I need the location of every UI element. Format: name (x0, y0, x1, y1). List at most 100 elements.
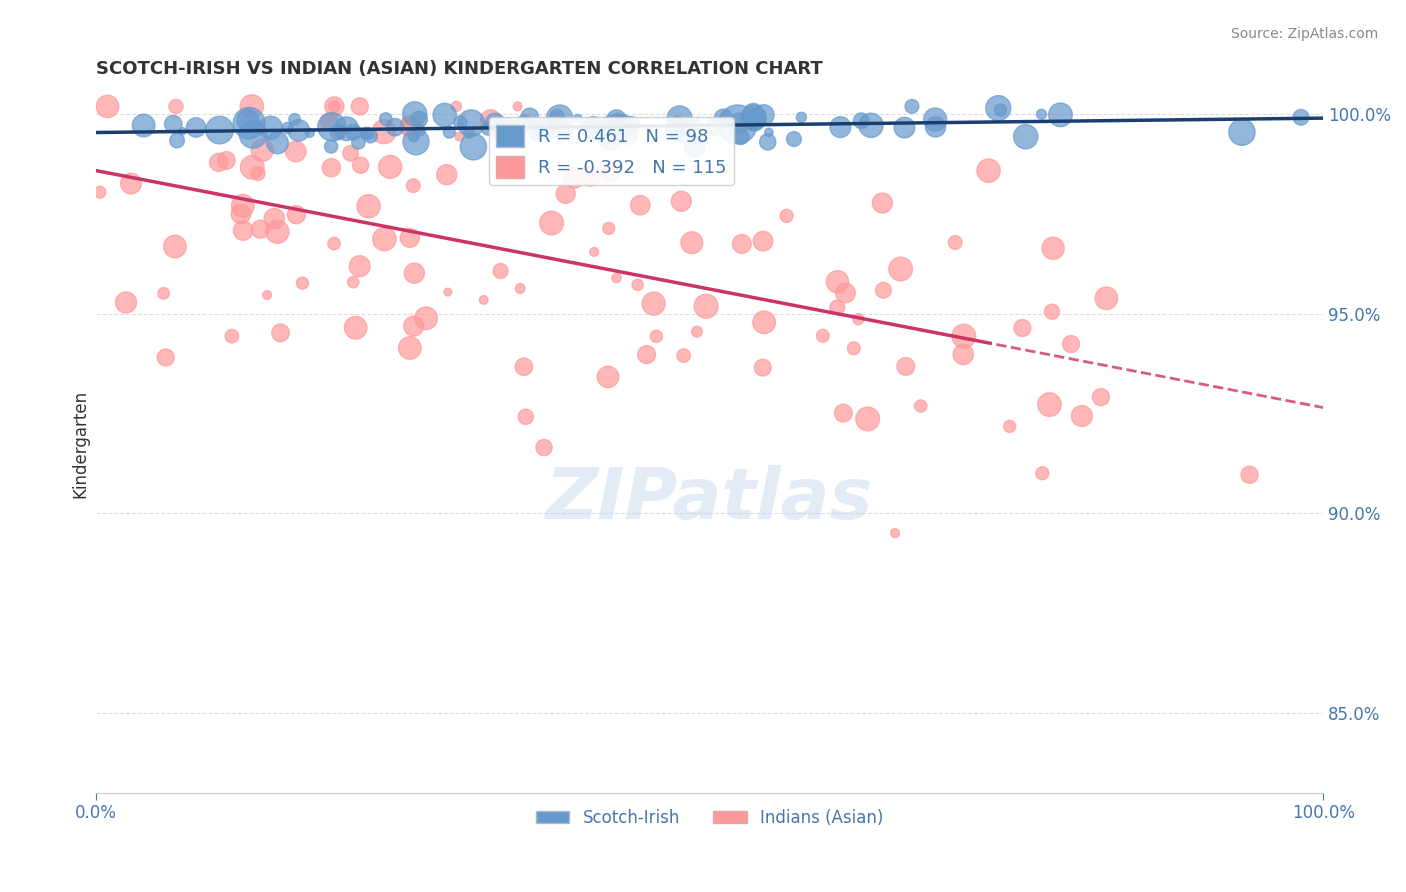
Point (830, 120, 852, 134)
Point (827, 301, 849, 315)
Point (172, 124, 194, 138)
Point (606, 113, 628, 128)
Point (132, 119, 155, 133)
Point (284, 145, 307, 159)
Point (373, 232, 395, 246)
Point (263, 211, 285, 226)
Point (242, 128, 264, 142)
Point (666, 117, 689, 131)
Point (359, 129, 381, 144)
Point (354, 126, 377, 140)
Point (323, 99, 346, 113)
Point (232, 199, 254, 213)
Point (562, 170, 585, 185)
Point (598, 221, 620, 235)
Point (534, 120, 557, 135)
Point (152, 286, 174, 301)
Point (513, 359, 536, 374)
Point (373, 125, 395, 139)
Point (890, 262, 912, 277)
Point (401, 121, 423, 136)
Point (449, 115, 471, 129)
Point (232, 223, 254, 237)
Point (943, 235, 966, 250)
Point (276, 121, 298, 136)
Point (509, 281, 531, 295)
Point (336, 121, 359, 136)
Point (606, 112, 628, 127)
Point (215, 153, 238, 168)
Point (449, 129, 471, 144)
Point (668, 112, 690, 126)
Point (628, 198, 651, 212)
Point (433, 108, 456, 122)
Point (659, 124, 682, 138)
Text: ZIPatlas: ZIPatlas (546, 465, 873, 534)
Point (1230, 125, 1253, 139)
Point (731, 236, 754, 251)
Point (347, 136, 370, 150)
Point (636, 348, 658, 362)
Point (349, 259, 371, 273)
Point (323, 236, 346, 251)
Point (752, 360, 775, 375)
Point (260, 120, 283, 135)
Point (162, 117, 184, 131)
Point (901, 99, 924, 113)
Point (457, 126, 479, 140)
Point (783, 132, 806, 146)
Point (96, 99, 118, 113)
Point (298, 126, 321, 140)
Point (727, 117, 749, 131)
Point (598, 165, 620, 179)
Point (1040, 304, 1063, 318)
Point (1031, 467, 1053, 481)
Point (439, 125, 461, 139)
Point (402, 319, 425, 334)
Point (374, 112, 396, 126)
Point (579, 120, 602, 135)
Point (208, 155, 231, 169)
Point (987, 101, 1010, 115)
Point (236, 113, 259, 128)
Point (115, 295, 138, 310)
Point (404, 107, 426, 121)
Point (339, 146, 361, 161)
Point (756, 135, 779, 149)
Legend: Scotch-Irish, Indians (Asian): Scotch-Irish, Indians (Asian) (529, 802, 890, 833)
Point (357, 199, 380, 213)
Point (596, 370, 619, 384)
Point (515, 409, 537, 424)
Point (446, 99, 468, 113)
Point (405, 135, 427, 149)
Point (238, 116, 260, 130)
Point (408, 112, 430, 127)
Point (247, 167, 270, 181)
Point (924, 112, 946, 127)
Point (846, 312, 869, 326)
Point (543, 121, 565, 136)
Point (436, 168, 458, 182)
Point (612, 119, 634, 133)
Point (849, 113, 872, 128)
Point (548, 111, 571, 125)
Point (752, 108, 775, 122)
Point (1015, 129, 1038, 144)
Point (326, 125, 349, 139)
Point (342, 125, 364, 139)
Point (672, 349, 695, 363)
Point (1090, 390, 1112, 404)
Point (184, 120, 207, 135)
Point (89, 185, 111, 199)
Point (775, 209, 797, 223)
Point (463, 140, 485, 154)
Point (582, 120, 605, 135)
Point (856, 412, 879, 426)
Point (1070, 409, 1092, 423)
Point (713, 112, 735, 126)
Point (485, 120, 508, 135)
Text: SCOTCH-IRISH VS INDIAN (ASIAN) KINDERGARTEN CORRELATION CHART: SCOTCH-IRISH VS INDIAN (ASIAN) KINDERGAR… (96, 60, 823, 78)
Point (1031, 107, 1053, 121)
Point (620, 118, 643, 132)
Point (531, 122, 554, 136)
